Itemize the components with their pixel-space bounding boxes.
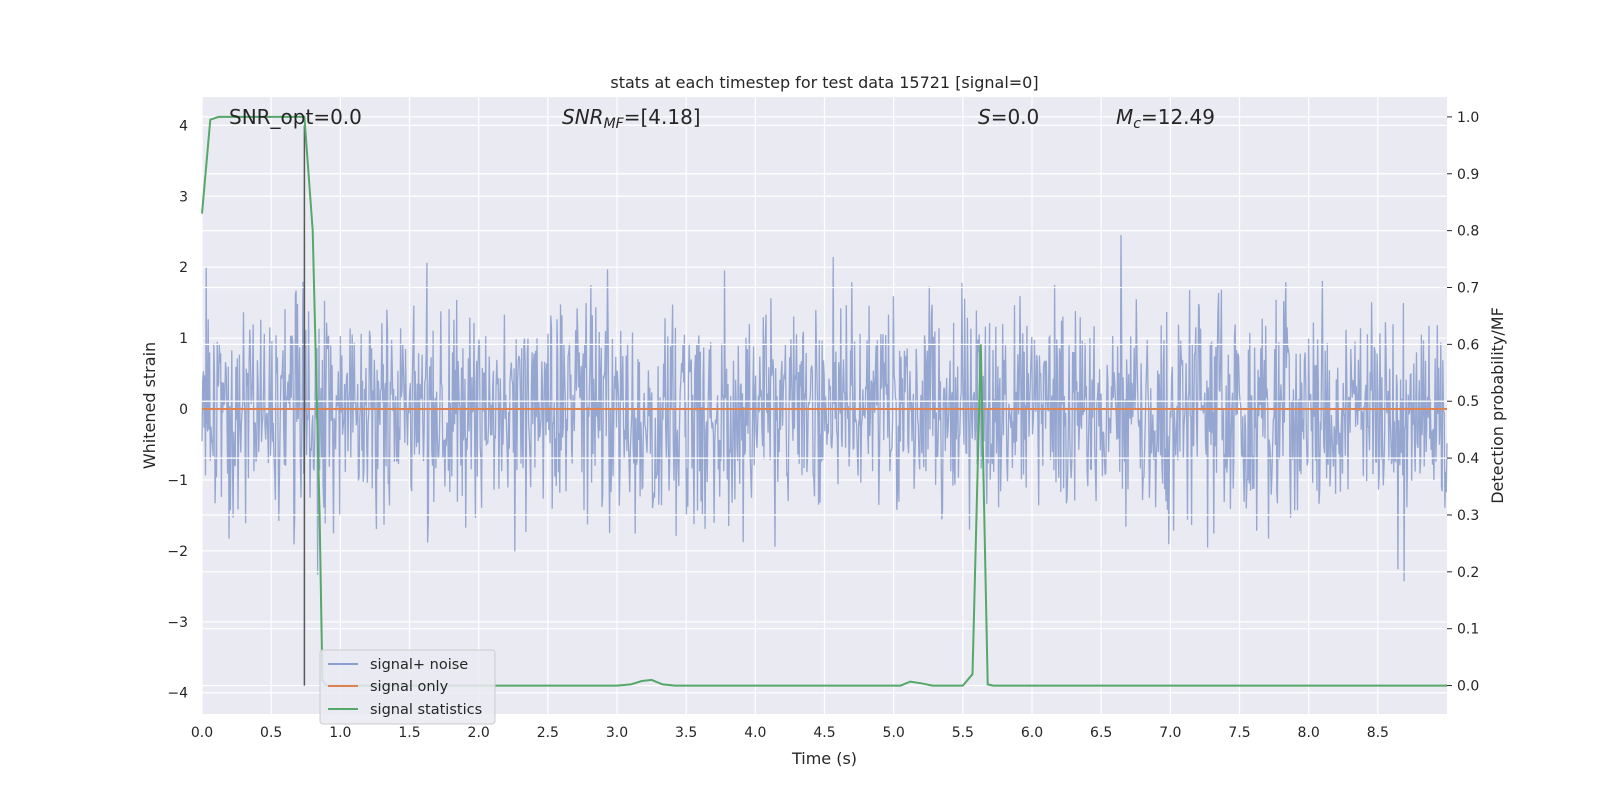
mc-annotation: Mc=12.49 bbox=[1116, 105, 1215, 132]
left-y-tick-label: −4 bbox=[167, 686, 188, 702]
left-y-tick-labels: 4 3 2 1 0 −1 −2 −3 −4 bbox=[167, 118, 188, 701]
x-tick-labels: 0.0 0.5 1.0 1.5 2.0 2.5 3.0 3.5 4.0 4.5 5.0 5.5 6.0 6… bbox=[191, 725, 1389, 741]
legend: signal+ noise signal only signal statist… bbox=[319, 649, 496, 725]
x-tick-label: 4.0 bbox=[744, 725, 766, 741]
x-tick-label: 3.0 bbox=[606, 725, 628, 741]
x-axis-label: Time (s) bbox=[791, 749, 857, 768]
legend-box bbox=[319, 649, 496, 725]
mc-value: =12.49 bbox=[1141, 105, 1215, 129]
signal-statistics-line bbox=[201, 115, 1447, 687]
right-y-tick-label: 0.5 bbox=[1457, 394, 1479, 410]
right-y-tick-label: 0.4 bbox=[1457, 451, 1479, 467]
x-tick-label: 2.0 bbox=[468, 725, 490, 741]
right-y-tick-label: 0.7 bbox=[1457, 281, 1479, 297]
right-y-axis-label: Detection probability/MF bbox=[1488, 307, 1507, 504]
snr-mf-subscript: MF bbox=[604, 116, 625, 132]
x-tick-label: 8.0 bbox=[1298, 725, 1320, 741]
right-y-tick-labels: 1.0 0.9 0.8 0.7 0.6 0.5 0.4 0.3 0.2 0.1 0.0 bbox=[1447, 110, 1479, 695]
x-tick-label: 7.5 bbox=[1228, 725, 1250, 741]
mc-symbol: M bbox=[1116, 105, 1133, 129]
right-y-tick-label: 0.8 bbox=[1457, 224, 1479, 240]
x-tick-label: 2.5 bbox=[537, 725, 559, 741]
line-series bbox=[201, 115, 1447, 687]
left-y-tick-label: 3 bbox=[179, 189, 188, 205]
snr-mf-value: =[4.18] bbox=[624, 105, 701, 129]
legend-label-signal-noise: signal+ noise bbox=[370, 657, 468, 673]
s-annotation: S=0.0 bbox=[978, 105, 1039, 129]
x-tick-label: 6.0 bbox=[1021, 725, 1043, 741]
left-horizontal-gridlines bbox=[202, 124, 1447, 694]
left-y-tick-label: 1 bbox=[179, 331, 188, 347]
legend-label-signal-statistics: signal statistics bbox=[370, 702, 482, 718]
x-tick-label: 3.5 bbox=[675, 725, 697, 741]
signal-plus-noise-line bbox=[201, 234, 1448, 582]
left-y-tick-label: 0 bbox=[179, 402, 188, 418]
right-y-tick-label: 0.9 bbox=[1457, 167, 1479, 183]
right-y-tick-label: 0.2 bbox=[1457, 565, 1479, 581]
snr-opt-annotation: SNR_opt=0.0 bbox=[229, 105, 362, 129]
x-tick-label: 5.5 bbox=[952, 725, 974, 741]
x-tick-label: 7.0 bbox=[1159, 725, 1181, 741]
s-symbol: S bbox=[978, 105, 991, 129]
legend-label-signal-only: signal only bbox=[370, 679, 449, 695]
x-tick-label: 6.5 bbox=[1090, 725, 1112, 741]
x-tick-label: 0.5 bbox=[260, 725, 282, 741]
left-y-tick-label: −3 bbox=[167, 615, 188, 631]
snr-mf-base: SNR bbox=[562, 105, 604, 129]
left-y-tick-label: 2 bbox=[179, 260, 188, 276]
right-y-tick-label: 0.3 bbox=[1457, 508, 1479, 524]
chart-title: stats at each timestep for test data 157… bbox=[610, 73, 1038, 92]
mc-subscript: c bbox=[1133, 116, 1141, 132]
x-tick-label: 1.0 bbox=[329, 725, 351, 741]
x-tick-label: 1.5 bbox=[398, 725, 420, 741]
x-tick-label: 0.0 bbox=[191, 725, 213, 741]
left-y-axis-label: Whitened strain bbox=[140, 342, 159, 469]
right-y-tick-label: 0.1 bbox=[1457, 622, 1479, 638]
x-tick-label: 4.5 bbox=[813, 725, 835, 741]
x-tick-label: 5.0 bbox=[883, 725, 905, 741]
left-y-tick-label: −1 bbox=[167, 473, 188, 489]
left-y-tick-label: −2 bbox=[167, 544, 188, 560]
snr-mf-annotation: SNRMF=[4.18] bbox=[562, 105, 701, 132]
signal-plus-noise-series bbox=[201, 234, 1448, 582]
left-y-tick-label: 4 bbox=[179, 118, 188, 134]
right-y-tick-label: 1.0 bbox=[1457, 110, 1479, 126]
x-tick-label: 8.5 bbox=[1367, 725, 1389, 741]
right-y-tick-label: 0.6 bbox=[1457, 337, 1479, 353]
right-y-tick-label: 0.0 bbox=[1457, 679, 1479, 695]
s-value: =0.0 bbox=[991, 105, 1040, 129]
